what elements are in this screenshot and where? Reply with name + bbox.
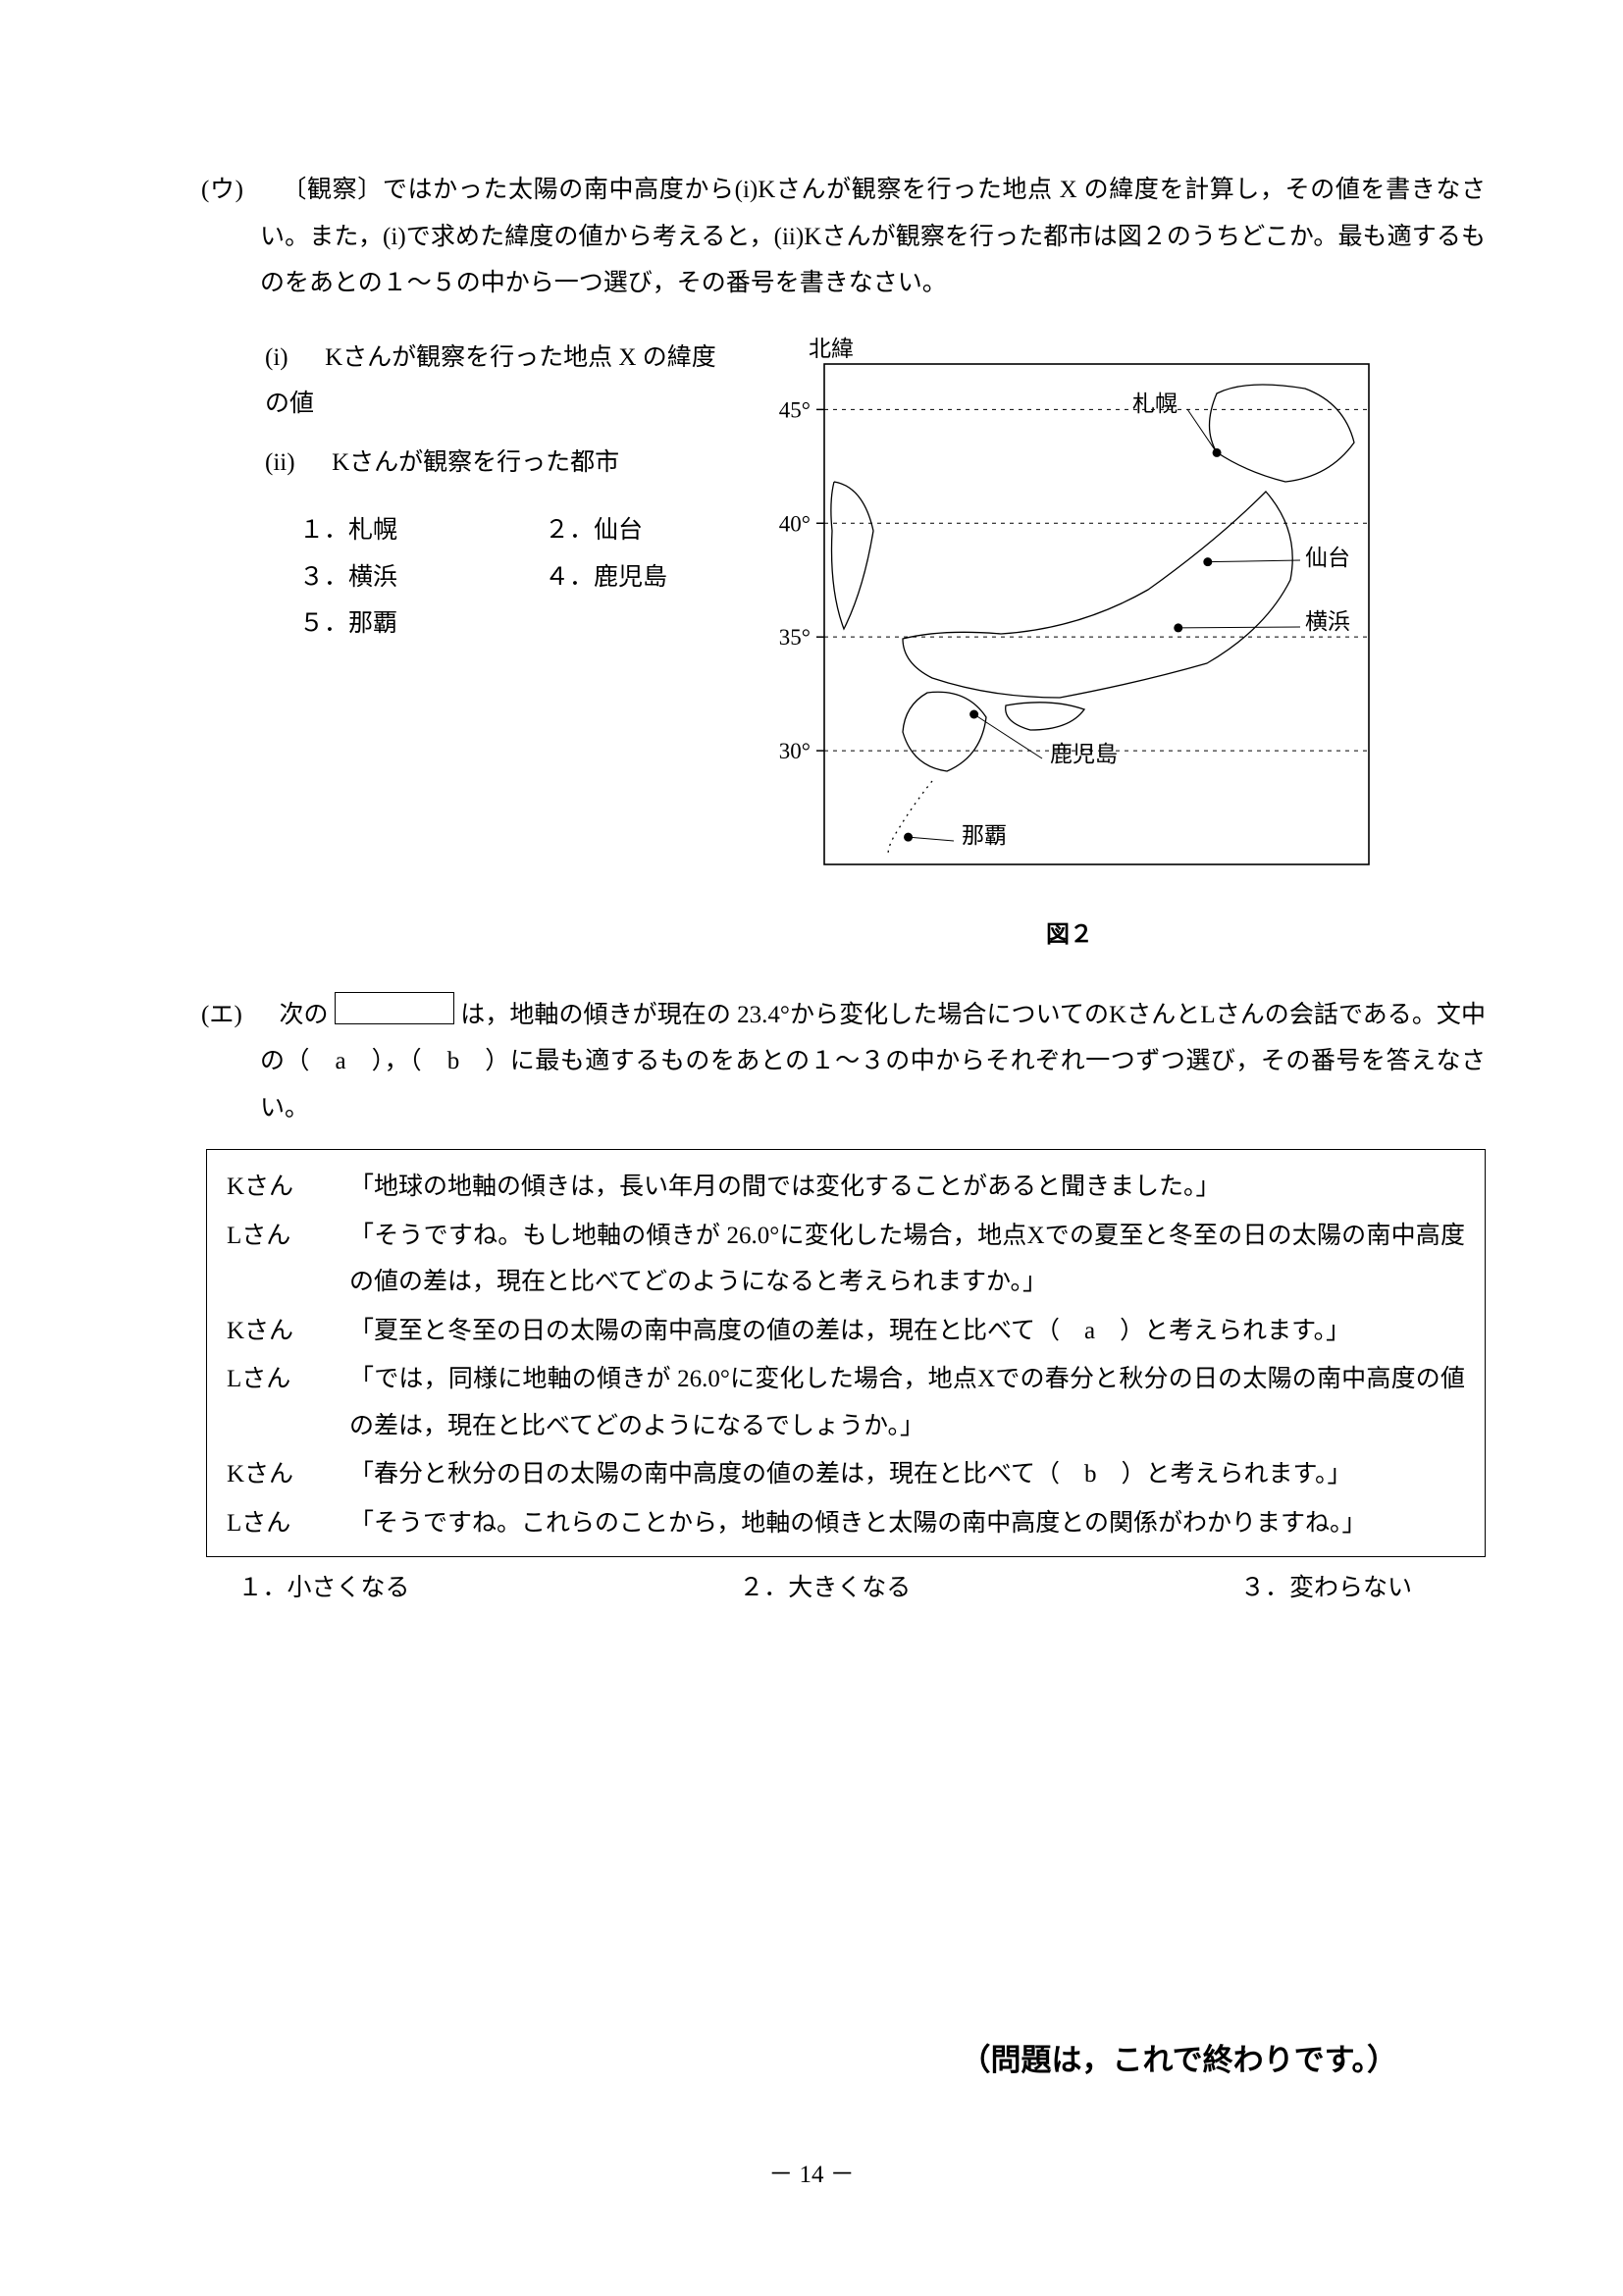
lat-tick-label: 30° (779, 739, 811, 763)
answer-option-1: １．小さくなる (238, 1565, 410, 1612)
dialog-text: 「春分と秋分の日の太陽の南中高度の値の差は，現在と比べて（ b ）と考えられます… (349, 1451, 1465, 1498)
blank-box (335, 992, 454, 1024)
section-u-marker: (ウ) (201, 177, 243, 203)
dialog-text: 「では，同様に地軸の傾きが 26.0°に変化した場合，地点Xでの春分と秋分の日の… (349, 1356, 1465, 1449)
dialog-speaker: Lさん (227, 1500, 349, 1547)
dialog-line: Kさん「春分と秋分の日の太陽の南中高度の値の差は，現在と比べて（ b ）と考えら… (227, 1451, 1465, 1498)
dialog-line: Kさん「夏至と冬至の日の太陽の南中高度の値の差は，現在と比べて（ a ）と考えら… (227, 1308, 1465, 1355)
end-note: （問題は，これで終わりです。） (961, 2032, 1397, 2090)
city-label: 横浜 (1305, 609, 1350, 634)
answer-option-3: ３．変わらない (1240, 1565, 1412, 1612)
option-2: ２．仙台 (545, 507, 643, 554)
dialog-text: 「そうですね。もし地軸の傾きが 26.0°に変化した場合，地点Xでの夏至と冬至の… (349, 1213, 1465, 1306)
option-1: １．札幌 (299, 507, 397, 554)
option-row-2: ３．横浜 ４．鹿児島 (177, 554, 726, 601)
dialog-speaker: Lさん (227, 1356, 349, 1449)
figure-2-map: 北緯 45° 40° 35° 30° (756, 335, 1384, 959)
item-i-label: (i) (265, 344, 288, 371)
option-3: ３．横浜 (299, 554, 397, 601)
city-label: 那覇 (962, 823, 1007, 848)
dialog-line: Kさん「地球の地軸の傾きは，長い年月の間では変化することがあると聞きました。」 (227, 1164, 1465, 1211)
item-ii: (ii) Kさんが観察を行った都市 (177, 440, 726, 487)
section-u-intro: (ウ) 〔観察〕ではかった太陽の南中高度から(i)Kさんが観察を行った地点 X … (177, 167, 1486, 307)
section-e-pre: 次の (279, 1002, 328, 1028)
option-4: ４．鹿児島 (545, 554, 667, 601)
answer-options-row: １．小さくなる ２．大きくなる ３．変わらない (177, 1557, 1486, 1612)
city-label: 札幌 (1132, 391, 1178, 416)
lat-tick-label: 35° (779, 625, 811, 650)
item-ii-label: (ii) (265, 449, 295, 476)
city-label: 仙台 (1305, 546, 1350, 570)
lat-tick-label: 40° (779, 511, 811, 536)
dialog-box: Kさん「地球の地軸の傾きは，長い年月の間では変化することがあると聞きました。」L… (206, 1149, 1486, 1557)
dialog-text: 「夏至と冬至の日の太陽の南中高度の値の差は，現在と比べて（ a ）と考えられます… (349, 1308, 1465, 1355)
section-e-marker: (エ) (201, 1002, 242, 1028)
item-i: (i) Kさんが観察を行った地点 X の緯度の値 (177, 335, 726, 428)
map-north-label: 北緯 (809, 337, 854, 361)
dialog-text: 「地球の地軸の傾きは，長い年月の間では変化することがあると聞きました。」 (349, 1164, 1465, 1211)
figure-2-caption: 図２ (756, 913, 1384, 959)
dialog-speaker: Kさん (227, 1451, 349, 1498)
city-label: 鹿児島 (1050, 742, 1118, 766)
answer-option-2: ２．大きくなる (739, 1565, 911, 1612)
section-u-intro-text: 〔観察〕ではかった太陽の南中高度から(i)Kさんが観察を行った地点 X の緯度を… (260, 177, 1486, 296)
item-i-text: Kさんが観察を行った地点 X の緯度の値 (265, 344, 716, 418)
dialog-line: Lさん「そうですね。これらのことから，地軸の傾きと太陽の南中高度との関係がわかり… (227, 1500, 1465, 1547)
item-ii-text: Kさんが観察を行った都市 (332, 449, 619, 476)
map-svg: 北緯 45° 40° 35° 30° (756, 335, 1384, 884)
lat-tick-label: 45° (779, 397, 811, 422)
dialog-line: Lさん「では，同様に地軸の傾きが 26.0°に変化した場合，地点Xでの春分と秋分… (227, 1356, 1465, 1449)
page-number: － 14 － (0, 2152, 1623, 2199)
dialog-text: 「そうですね。これらのことから，地軸の傾きと太陽の南中高度との関係がわかりますね… (349, 1500, 1465, 1547)
dialog-speaker: Kさん (227, 1308, 349, 1355)
option-row-3: ５．那覇 (177, 600, 726, 648)
option-row-1: １．札幌 ２．仙台 (177, 507, 726, 554)
section-e-intro: (エ) 次の は，地軸の傾きが現在の 23.4°から変化した場合についてのKさん… (177, 992, 1486, 1132)
dialog-speaker: Kさん (227, 1164, 349, 1211)
dialog-speaker: Lさん (227, 1213, 349, 1306)
option-5: ５．那覇 (299, 610, 397, 637)
dialog-line: Lさん「そうですね。もし地軸の傾きが 26.0°に変化した場合，地点Xでの夏至と… (227, 1213, 1465, 1306)
